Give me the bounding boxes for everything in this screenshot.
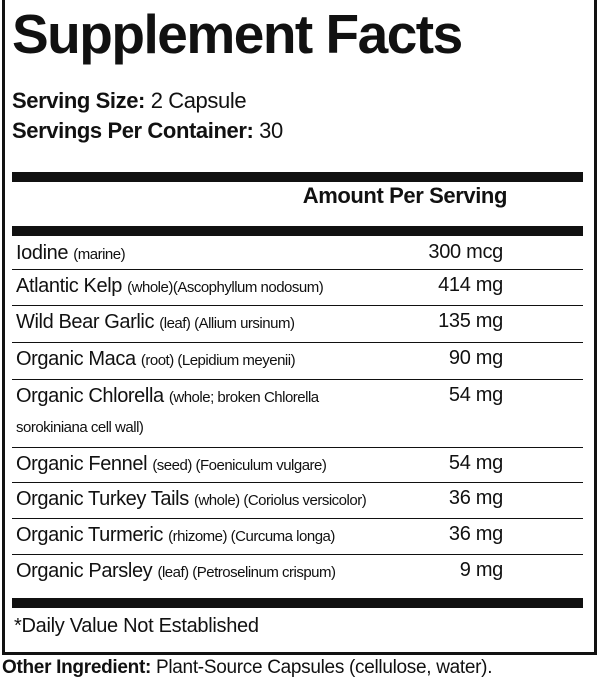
supplement-facts-panel (2, 0, 597, 655)
ingredient-amount: 36 mg (448, 487, 503, 509)
other-ingredient-value: Plant-Source Capsules (cellulose, water)… (156, 657, 493, 678)
servings-per-container: Servings Per Container: 30 (12, 118, 283, 144)
ingredient-name: Organic Maca (root) (Lepidium meyenii) (16, 345, 436, 375)
ingredient-amount: 135 mg (438, 310, 503, 332)
servings-per-container-value: 30 (259, 118, 283, 143)
ingredient-amount: 9 mg (459, 559, 504, 581)
ingredient-label: Organic Parsley (16, 560, 153, 582)
ingredient-detail: (seed) (Foeniculum vulgare) (152, 457, 327, 474)
ingredient-amount: 54 mg (448, 384, 503, 406)
ingredient-row: Organic Turkey Tails (whole) (Coriolus v… (12, 482, 583, 519)
divider-thick (12, 226, 583, 236)
ingredient-name: Organic Turkey Tails (whole) (Coriolus v… (16, 485, 436, 515)
ingredient-detail: (root) (Lepidium meyenii) (140, 352, 296, 369)
ingredient-row: Organic Turmeric (rhizome) (Curcuma long… (12, 518, 583, 555)
divider-thick (12, 172, 583, 182)
serving-size: Serving Size: 2 Capsule (12, 88, 247, 114)
serving-size-label: Serving Size: (12, 88, 145, 113)
ingredient-row: Organic Parsley (leaf) (Petroselinum cri… (12, 554, 583, 590)
ingredient-name: Organic Turmeric (rhizome) (Curcuma long… (16, 521, 436, 551)
ingredient-row: Organic Maca (root) (Lepidium meyenii) 90… (12, 342, 583, 380)
ingredient-label: Organic Turkey Tails (16, 488, 189, 510)
ingredient-detail: (whole; broken Chlorella sorokiniana cel… (16, 389, 319, 436)
other-ingredient-label: Other Ingredient: (2, 657, 152, 678)
serving-size-value: 2 Capsule (150, 88, 247, 113)
ingredient-detail: (whole) (Coriolus versicolor) (193, 492, 367, 509)
ingredient-row: Atlantic Kelp (whole)(Ascophyllum nodosu… (12, 269, 583, 306)
ingredient-label: Organic Fennel (16, 453, 148, 475)
ingredient-amount: 36 mg (448, 523, 503, 545)
ingredient-amount: 300 mcg (428, 241, 503, 263)
ingredient-label: Atlantic Kelp (16, 275, 122, 297)
ingredient-name: Organic Fennel (seed) (Foeniculum vulgar… (16, 450, 436, 480)
divider-thick (12, 598, 583, 608)
ingredient-row: Wild Bear Garlic (leaf) (Allium ursinum)… (12, 305, 583, 343)
ingredient-name: Atlantic Kelp (whole)(Ascophyllum nodosu… (16, 272, 436, 302)
ingredient-row: Organic Fennel (seed) (Foeniculum vulgar… (12, 447, 583, 483)
daily-value-footnote: *Daily Value Not Established (14, 615, 259, 637)
ingredient-row: Iodine (marine) 300 mcg (12, 236, 583, 270)
ingredient-amount: 54 mg (448, 452, 503, 474)
ingredient-detail: (rhizome) (Curcuma longa) (168, 528, 335, 545)
ingredient-label: Iodine (16, 242, 69, 264)
ingredient-amount: 90 mg (448, 347, 503, 369)
ingredient-label: Organic Chlorella (16, 385, 164, 407)
page-title: Supplement Facts (12, 3, 463, 65)
ingredient-label: Organic Maca (16, 348, 136, 370)
ingredient-label: Wild Bear Garlic (16, 311, 155, 333)
ingredient-detail: (leaf) (Allium ursinum) (159, 315, 295, 332)
amount-header: Amount Per Serving (302, 183, 508, 208)
ingredient-row: Organic Chlorella (whole; broken Chlorel… (12, 379, 583, 448)
ingredient-name: Wild Bear Garlic (leaf) (Allium ursinum) (16, 308, 436, 338)
ingredient-name: Iodine (marine) (16, 239, 436, 269)
ingredient-label: Organic Turmeric (16, 524, 163, 546)
ingredient-detail: (marine) (73, 246, 126, 263)
ingredient-name: Organic Chlorella (whole; broken Chlorel… (16, 382, 386, 442)
ingredient-name: Organic Parsley (leaf) (Petroselinum cri… (16, 557, 436, 587)
ingredient-detail: (leaf) (Petroselinum crispum) (157, 564, 336, 581)
other-ingredient: Other Ingredient: Plant-Source Capsules … (2, 657, 492, 679)
ingredient-amount: 414 mg (438, 274, 503, 296)
servings-per-container-label: Servings Per Container: (12, 118, 254, 143)
ingredient-detail: (whole)(Ascophyllum nodosum) (127, 279, 324, 296)
